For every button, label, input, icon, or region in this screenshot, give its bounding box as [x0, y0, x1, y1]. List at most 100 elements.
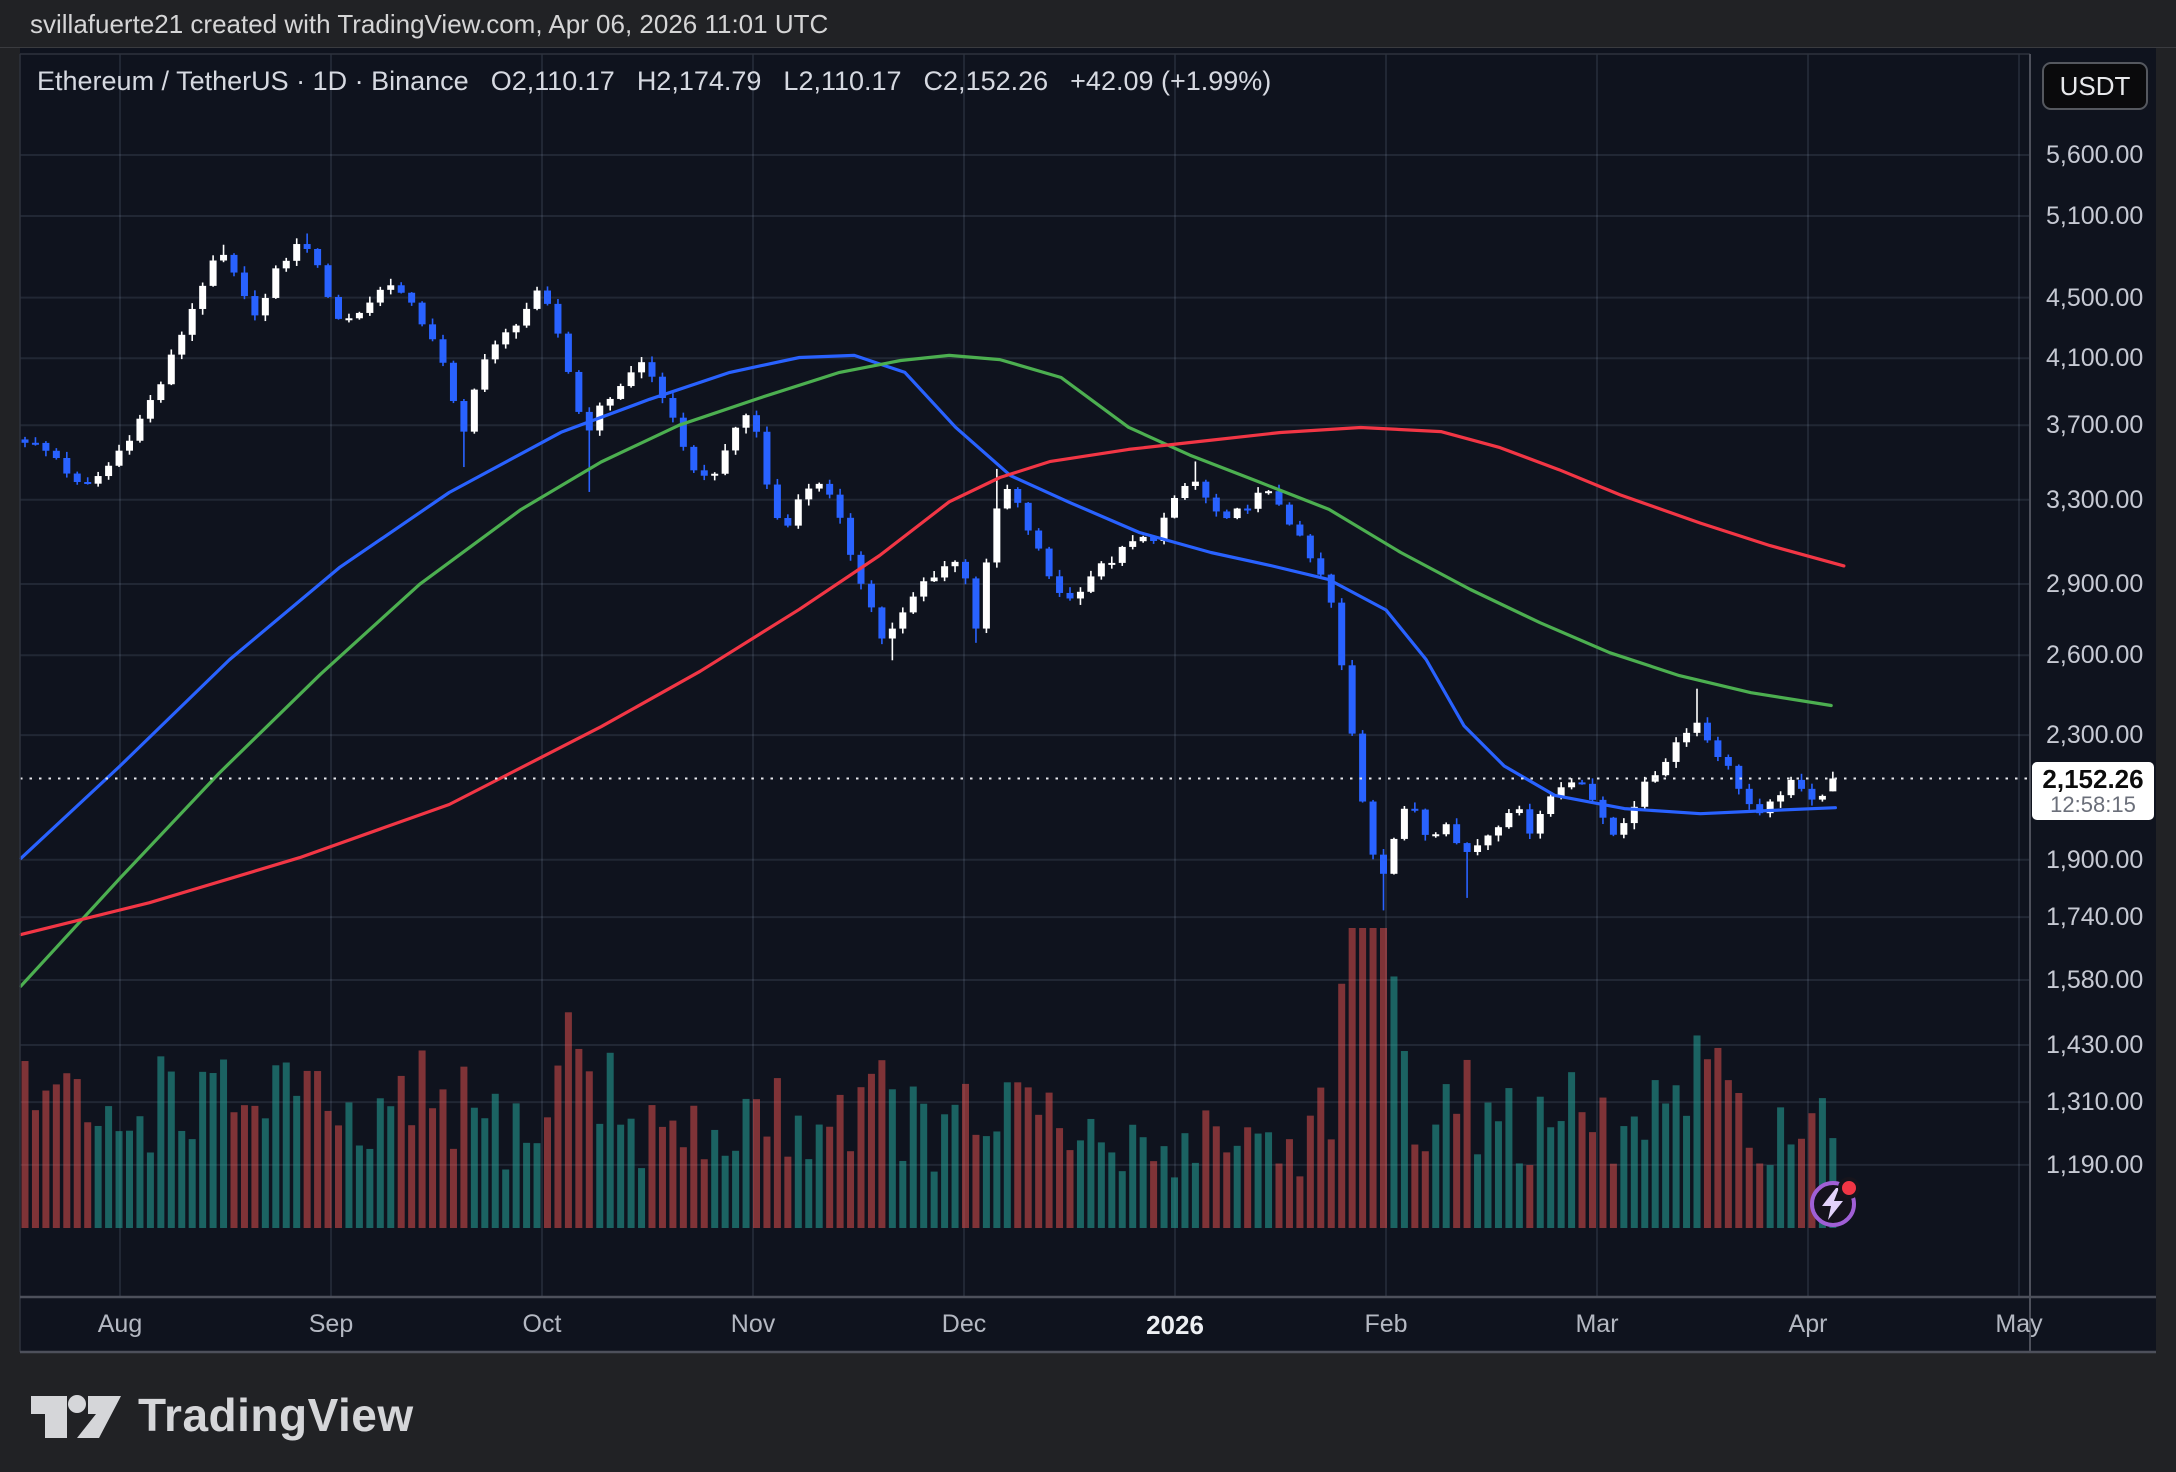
candle-body [638, 362, 646, 373]
volume-bar [899, 1160, 907, 1228]
volume-bar [324, 1110, 332, 1228]
volume-bar [1662, 1103, 1670, 1228]
volume-bar [1589, 1132, 1596, 1228]
candle-body [1463, 843, 1471, 852]
volume-bar [1578, 1112, 1586, 1228]
volume-bar [794, 1115, 802, 1228]
volume-bar [523, 1142, 531, 1228]
volume-bar [1536, 1096, 1544, 1228]
candle-body [408, 292, 416, 303]
currency-button[interactable]: USDT [2042, 62, 2148, 110]
volume-bar [1411, 1144, 1419, 1228]
volume-bar [1609, 1163, 1617, 1228]
volume-bar [1087, 1118, 1095, 1228]
volume-bar [1714, 1047, 1722, 1228]
candle-body [617, 386, 625, 399]
candle-body [1808, 788, 1816, 800]
volume-bar [408, 1125, 416, 1228]
volume-bar [491, 1093, 499, 1228]
volume-bar [1400, 1051, 1408, 1228]
candle-body [1494, 827, 1502, 836]
last-price-tag[interactable]: 2,152.26 12:58:15 [2032, 762, 2154, 821]
volume-bar [1756, 1163, 1764, 1228]
candle-body [1359, 733, 1367, 802]
candle-body [512, 325, 520, 333]
bar-countdown: 12:58:15 [2050, 792, 2136, 818]
volume-bar [251, 1105, 259, 1228]
candle-body [1818, 795, 1826, 800]
candle-body [1223, 511, 1231, 519]
candle-body [1014, 489, 1022, 503]
volume-bar [115, 1131, 123, 1228]
volume-bar [1014, 1082, 1022, 1228]
time-tick-label: Sep [308, 1310, 354, 1338]
candle-body [1244, 508, 1252, 511]
price-tick-label: 1,310.00 [2046, 1088, 2144, 1117]
symbol-legend[interactable]: Ethereum / TetherUS · 1D · Binance O2,110… [37, 66, 1293, 97]
volume-bar [1150, 1161, 1158, 1228]
volume-bar [303, 1070, 311, 1228]
volume-bar [335, 1125, 342, 1228]
volume-bar [1630, 1116, 1638, 1228]
volume-bar [585, 1071, 593, 1228]
candle-body [188, 308, 196, 335]
flash-badge[interactable] [1805, 1175, 1861, 1231]
candle-body [815, 483, 823, 489]
candle-body [178, 334, 186, 355]
candle-body [293, 244, 301, 261]
candle-body [1515, 809, 1523, 814]
volume-bar [199, 1071, 207, 1228]
volume-bar [1703, 1059, 1711, 1228]
volume-bar [1787, 1144, 1795, 1228]
candle-body [1087, 576, 1095, 592]
volume-bar [930, 1171, 938, 1228]
volume-bar [31, 1110, 39, 1228]
symbol-title[interactable]: Ethereum / TetherUS · 1D · Binance [37, 66, 469, 96]
time-tick-label: Apr [1788, 1310, 1828, 1338]
volume-bar [1076, 1140, 1084, 1228]
candle-body [1327, 574, 1335, 603]
candle-body [1474, 845, 1482, 852]
candle-body [1714, 740, 1722, 758]
candle-body [658, 376, 666, 399]
lightning-icon [1810, 1177, 1860, 1227]
candle-body [115, 450, 123, 466]
candle-body [376, 289, 384, 303]
volume-bar [1432, 1124, 1440, 1228]
candle-body [1306, 535, 1314, 559]
volume-bar [1160, 1146, 1168, 1228]
candle-body [355, 312, 363, 319]
candle-body [491, 344, 499, 360]
volume-bar [439, 1089, 447, 1228]
volume-bar [617, 1124, 625, 1228]
candle-body [836, 494, 844, 518]
candle-body [941, 566, 949, 578]
candle-body [564, 333, 572, 372]
MA-slow-line [19, 425, 1846, 937]
candle-body [1191, 481, 1199, 486]
volume-bar [1474, 1154, 1482, 1228]
candle-body [1442, 824, 1450, 835]
candle-body [1777, 795, 1785, 802]
volume-bar [1348, 928, 1356, 1228]
candle-body [878, 607, 886, 639]
time-tick-label: May [1995, 1310, 2043, 1338]
volume-bar [1254, 1133, 1262, 1228]
candle-body [544, 290, 551, 304]
volume-bar [1129, 1124, 1137, 1228]
candle-body [52, 450, 60, 458]
candle-body [784, 518, 792, 526]
candle-body [847, 517, 855, 555]
price-tick-label: 1,900.00 [2046, 845, 2144, 874]
volume-bar [1557, 1121, 1565, 1228]
volume-bar [1296, 1176, 1304, 1228]
candle-body [314, 248, 322, 266]
volume-bar [1171, 1177, 1178, 1228]
volume-bar [753, 1099, 760, 1228]
volume-bar [993, 1131, 1001, 1228]
candle-body [272, 268, 280, 298]
candle-body [1829, 778, 1837, 792]
candle-body [1536, 814, 1544, 834]
tradingview-logo[interactable]: TradingView [30, 1388, 414, 1442]
